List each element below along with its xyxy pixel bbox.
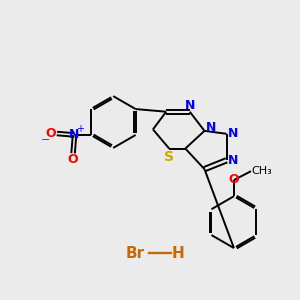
Text: CH₃: CH₃ — [252, 166, 273, 176]
Text: O: O — [229, 173, 239, 186]
Text: N: N — [206, 122, 216, 134]
Text: O: O — [68, 153, 78, 166]
Text: −: − — [41, 135, 50, 145]
Text: Br: Br — [126, 246, 145, 261]
Text: S: S — [164, 150, 174, 164]
Text: N: N — [184, 99, 195, 112]
Text: +: + — [76, 124, 84, 134]
Text: N: N — [69, 128, 80, 142]
Text: O: O — [45, 127, 56, 140]
Text: H: H — [172, 246, 184, 261]
Text: N: N — [228, 154, 238, 167]
Text: N: N — [228, 127, 238, 140]
